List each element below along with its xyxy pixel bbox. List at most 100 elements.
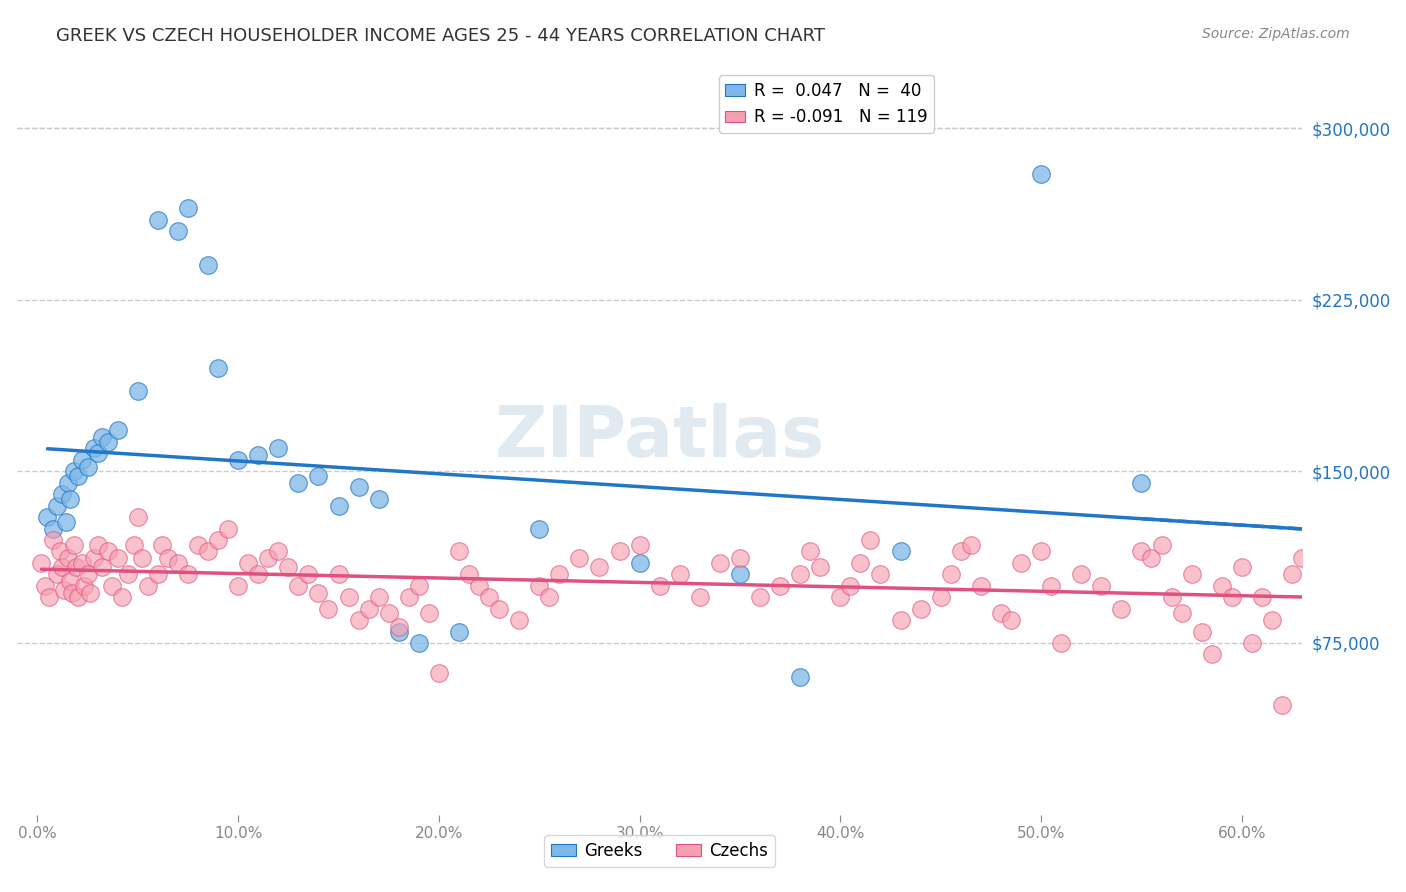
Point	[1201, 648, 1223, 662]
Point	[939, 567, 962, 582]
Point	[60, 585, 83, 599]
Point	[226, 579, 249, 593]
Point	[136, 579, 159, 593]
Point	[648, 579, 671, 593]
Point	[408, 636, 430, 650]
Point	[146, 567, 169, 582]
Point	[1070, 567, 1092, 582]
Point	[34, 579, 56, 593]
Point	[628, 538, 651, 552]
Point	[247, 448, 270, 462]
Point	[38, 590, 60, 604]
Point	[207, 361, 229, 376]
Point	[538, 590, 561, 604]
Point	[127, 510, 149, 524]
Point	[1040, 579, 1063, 593]
Point	[1160, 590, 1182, 604]
Point	[388, 624, 411, 639]
Point	[1271, 698, 1294, 712]
Point	[548, 567, 571, 582]
Point	[749, 590, 772, 604]
Point	[337, 590, 360, 604]
Point	[728, 551, 751, 566]
Point	[58, 491, 80, 506]
Point	[177, 202, 200, 216]
Point	[65, 560, 87, 574]
Point	[910, 601, 932, 615]
Point	[51, 487, 73, 501]
Point	[46, 567, 69, 582]
Point	[167, 556, 190, 570]
Point	[42, 533, 65, 547]
Point	[689, 590, 711, 604]
Point	[1000, 613, 1022, 627]
Point	[247, 567, 270, 582]
Point	[377, 606, 399, 620]
Point	[588, 560, 610, 574]
Point	[1181, 567, 1204, 582]
Point	[508, 613, 530, 627]
Point	[277, 560, 299, 574]
Point	[1230, 560, 1253, 574]
Point	[839, 579, 862, 593]
Point	[478, 590, 501, 604]
Point	[830, 590, 852, 604]
Point	[859, 533, 882, 547]
Point	[769, 579, 792, 593]
Point	[48, 544, 70, 558]
Point	[297, 567, 319, 582]
Point	[347, 480, 370, 494]
Point	[167, 224, 190, 238]
Point	[318, 601, 340, 615]
Point	[458, 567, 481, 582]
Point	[107, 551, 129, 566]
Point	[568, 551, 591, 566]
Point	[388, 620, 411, 634]
Point	[90, 560, 112, 574]
Point	[398, 590, 420, 604]
Point	[357, 601, 380, 615]
Legend: R =  0.047   N =  40, R = -0.091   N = 119: R = 0.047 N = 40, R = -0.091 N = 119	[718, 76, 934, 133]
Point	[869, 567, 891, 582]
Point	[267, 442, 290, 456]
Point	[100, 579, 122, 593]
Point	[42, 522, 65, 536]
Point	[628, 556, 651, 570]
Point	[468, 579, 491, 593]
Point	[890, 544, 912, 558]
Point	[1140, 551, 1163, 566]
Point	[1291, 551, 1313, 566]
Point	[799, 544, 821, 558]
Point	[949, 544, 972, 558]
Point	[1250, 590, 1272, 604]
Point	[83, 551, 105, 566]
Point	[427, 665, 450, 680]
Point	[66, 469, 89, 483]
Point	[156, 551, 179, 566]
Point	[728, 567, 751, 582]
Point	[1029, 167, 1052, 181]
Point	[609, 544, 631, 558]
Point	[808, 560, 831, 574]
Point	[56, 551, 79, 566]
Point	[849, 556, 872, 570]
Point	[238, 556, 260, 570]
Point	[990, 606, 1012, 620]
Point	[51, 560, 73, 574]
Point	[52, 583, 75, 598]
Point	[55, 515, 77, 529]
Point	[328, 567, 350, 582]
Point	[72, 579, 94, 593]
Point	[1029, 544, 1052, 558]
Point	[1191, 624, 1213, 639]
Point	[207, 533, 229, 547]
Point	[1170, 606, 1192, 620]
Point	[1130, 475, 1153, 490]
Point	[79, 585, 101, 599]
Point	[709, 556, 731, 570]
Point	[307, 469, 329, 483]
Point	[1050, 636, 1073, 650]
Point	[328, 499, 350, 513]
Point	[287, 579, 309, 593]
Point	[789, 567, 811, 582]
